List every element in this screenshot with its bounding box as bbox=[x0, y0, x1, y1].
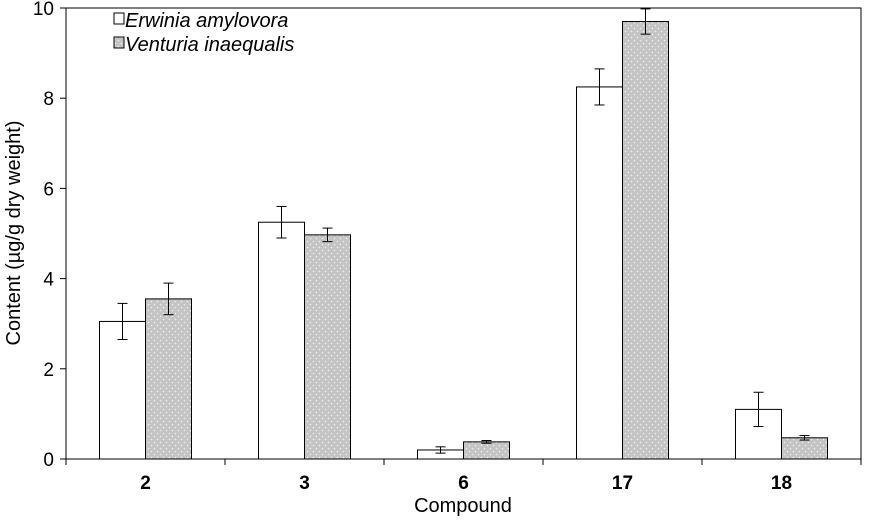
bar-erwinia-3 bbox=[258, 221, 305, 460]
y-tick-label: 4 bbox=[43, 270, 54, 291]
legend-label-erwinia: Erwinia amylovora bbox=[125, 10, 288, 32]
legend-swatch-venturia bbox=[113, 36, 125, 49]
y-tick-label: 10 bbox=[33, 0, 54, 20]
bar-venturia-6 bbox=[463, 441, 510, 460]
error-bars-group bbox=[117, 8, 810, 454]
category-label: 6 bbox=[458, 473, 469, 494]
category-label: 3 bbox=[299, 473, 310, 494]
y-axis-title: Content (µg/g dry weight) bbox=[3, 121, 25, 346]
bar-erwinia-2 bbox=[99, 320, 146, 460]
category-label: 17 bbox=[612, 473, 633, 494]
bar-venturia-18 bbox=[781, 437, 828, 460]
category-label: 2 bbox=[140, 473, 151, 494]
bar-venturia-3 bbox=[304, 234, 351, 460]
bars-group bbox=[99, 21, 828, 460]
category-label: 18 bbox=[771, 473, 792, 494]
bar-erwinia-17 bbox=[576, 86, 623, 460]
x-axis bbox=[65, 459, 862, 465]
y-tick-label: 2 bbox=[43, 360, 54, 381]
y-tick-label: 8 bbox=[43, 89, 54, 110]
y-axis: 0 2 4 6 8 10 bbox=[33, 0, 66, 471]
legend: Erwinia amylovora Venturia inaequalis bbox=[113, 10, 294, 56]
legend-swatch-erwinia bbox=[113, 12, 125, 25]
bar-venturia-2 bbox=[145, 298, 192, 460]
x-axis-title: Compound bbox=[414, 495, 512, 517]
y-tick-label: 6 bbox=[43, 179, 54, 200]
category-labels: 2 3 6 17 18 bbox=[140, 473, 792, 494]
y-tick-label: 0 bbox=[43, 450, 54, 471]
legend-label-venturia: Venturia inaequalis bbox=[125, 34, 294, 56]
bar-venturia-17 bbox=[622, 21, 669, 460]
